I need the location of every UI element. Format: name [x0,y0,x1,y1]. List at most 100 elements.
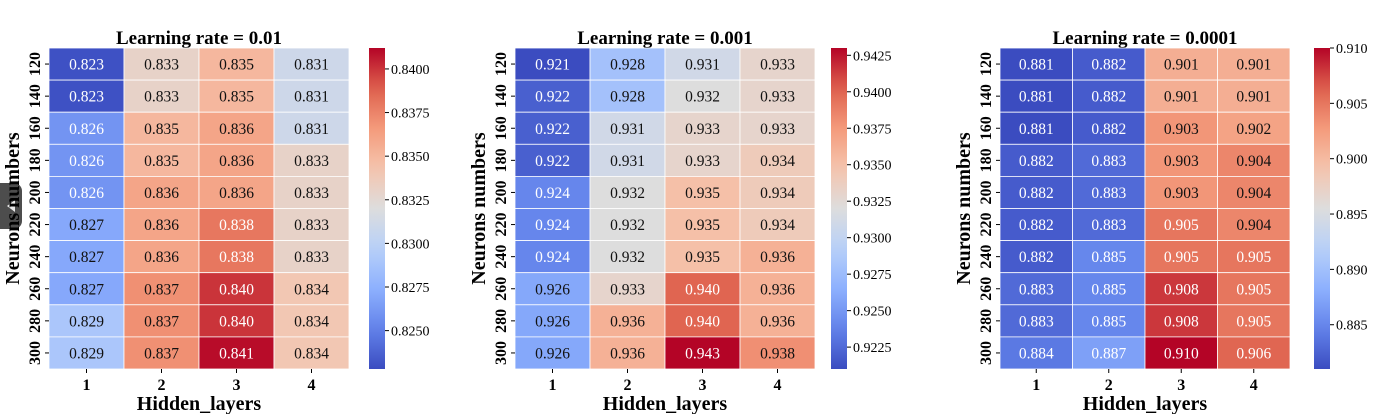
heatmap-cell [198,47,275,81]
cell-value-label: 0.901 [1164,89,1199,106]
cell-value-label: 0.922 [535,89,570,106]
cell-value-label: 0.931 [685,57,720,74]
cell-value-label: 0.840 [219,281,254,298]
heatmap-cell [589,111,666,145]
heatmap-cell [1072,208,1146,241]
cell-value-label: 0.833 [294,217,329,234]
cell-value-label: 0.926 [535,281,570,298]
colorbar-tick-label: 0.9400 [853,86,892,101]
colorbar-tick-label: 0.9350 [853,159,892,174]
cell-value-label: 0.887 [1091,345,1126,362]
cell-value-label: 0.933 [685,153,720,170]
heatmap-cell [1217,79,1291,113]
cell-value-label: 0.932 [610,249,645,266]
cell-value-label: 0.885 [1091,313,1126,330]
heatmap-cell [123,143,200,177]
y-tick-label: 260 [27,277,44,301]
heatmap-cell [1072,111,1146,145]
cell-value-label: 0.933 [610,281,645,298]
y-tick-label: 140 [27,84,44,108]
cell-value-label: 0.936 [610,345,645,362]
y-tick-label: 140 [978,84,995,108]
heatmap-cell [589,175,666,209]
heatmap-cell [48,272,125,306]
colorbar [1314,48,1330,369]
cell-value-label: 0.881 [1019,121,1054,138]
cell-value-label: 0.922 [535,153,570,170]
heatmap-panel-1: Learning rate = 0.01 0.823 0.833 0.835 0.831… [2,28,430,414]
heatmap-cell [589,272,666,306]
cell-value-label: 0.833 [294,185,329,202]
heatmap-cell [1144,175,1218,209]
heatmap-cell [1144,79,1218,113]
heatmap-cell [1072,272,1146,306]
heatmap-cell [999,143,1073,177]
heatmap-cell [1217,240,1291,274]
x-tick-label: 4 [308,377,316,394]
cell-value-label: 0.882 [1019,249,1054,266]
cell-value-label: 0.905 [1164,217,1199,234]
cell-value-label: 0.882 [1019,217,1054,234]
y-tick-label: 180 [493,148,510,172]
cell-value-label: 0.881 [1019,89,1054,106]
cell-value-label: 0.901 [1236,57,1271,74]
sidebar-toggle-button[interactable] [0,183,22,229]
chart-title: Learning rate = 0.01 [116,28,282,49]
cell-value-label: 0.901 [1236,89,1271,106]
colorbar-tick-label: 0.9275 [853,268,892,283]
y-tick-label: 160 [978,116,995,140]
x-tick-label: 2 [158,377,166,394]
y-tick-label: 200 [493,180,510,204]
cell-value-label: 0.831 [294,121,329,138]
cell-value-label: 0.826 [69,185,104,202]
colorbar-tick-label: 0.9375 [853,122,892,137]
cell-value-label: 0.827 [69,281,104,298]
heatmap-cell [589,208,666,241]
heatmap-cell [664,143,741,177]
heatmap-cell [514,336,591,370]
y-tick-label: 220 [978,213,995,237]
cell-value-label: 0.924 [535,249,570,266]
x-axis-label: Hidden_layers [1083,393,1208,414]
y-axis-label: Neurons numbers [953,132,975,285]
cell-value-label: 0.882 [1019,185,1054,202]
heatmap-cell [999,336,1073,370]
cell-value-label: 0.823 [69,57,104,74]
cell-value-label: 0.921 [535,57,570,74]
cell-value-label: 0.932 [685,89,720,106]
cell-value-label: 0.940 [685,281,720,298]
y-tick-label: 300 [493,341,510,365]
heatmap-cell [1217,304,1291,338]
y-tick-label: 280 [493,309,510,333]
heatmap-cell [739,111,816,145]
cell-value-label: 0.903 [1164,185,1199,202]
heatmap-cell [664,111,741,145]
y-tick-label: 240 [27,245,44,269]
cell-value-label: 0.931 [610,121,645,138]
heatmap-cell [999,47,1073,81]
colorbar-tick-label: 0.890 [1336,263,1368,278]
cell-value-label: 0.935 [685,249,720,266]
y-tick-label: 180 [978,148,995,172]
cell-value-label: 0.935 [685,217,720,234]
cell-value-label: 0.837 [144,313,179,330]
cell-value-label: 0.882 [1091,57,1126,74]
heatmap-cell [1144,143,1218,177]
colorbar-tick-label: 0.8300 [391,237,430,252]
heatmap-cell [273,272,350,306]
colorbar-tick-label: 0.9425 [853,49,892,64]
cell-value-label: 0.932 [610,185,645,202]
cell-value-label: 0.933 [685,121,720,138]
cell-value-label: 0.902 [1236,121,1271,138]
colorbar-tick-label: 0.9225 [853,341,892,356]
cell-value-label: 0.905 [1236,313,1271,330]
x-tick-label: 1 [1032,377,1040,394]
x-tick-label: 3 [699,377,707,394]
cell-value-label: 0.882 [1091,89,1126,106]
colorbar-tick-label: 0.9325 [853,195,892,210]
heatmap-cell [514,47,591,81]
heatmap-cell [739,143,816,177]
y-tick-label: 160 [493,116,510,140]
heatmap-cell [664,47,741,81]
cell-value-label: 0.904 [1236,217,1271,234]
